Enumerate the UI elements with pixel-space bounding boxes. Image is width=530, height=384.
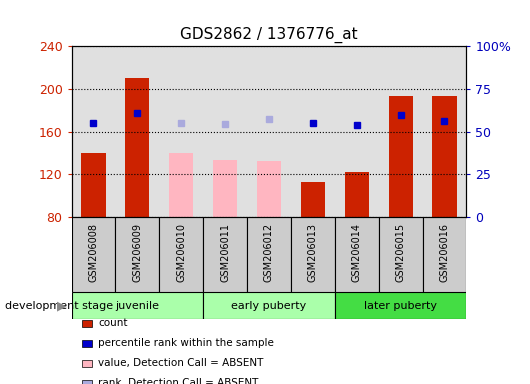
- Text: GSM206012: GSM206012: [264, 223, 274, 282]
- Bar: [335, 46, 378, 217]
- Bar: [422, 217, 466, 292]
- Bar: [422, 46, 466, 217]
- Text: GSM206013: GSM206013: [308, 223, 318, 282]
- Bar: [116, 46, 160, 217]
- Bar: [247, 217, 291, 292]
- Text: ▶: ▶: [57, 299, 66, 312]
- Text: development stage: development stage: [5, 301, 113, 311]
- Bar: [72, 46, 116, 217]
- Text: GSM206011: GSM206011: [220, 223, 230, 282]
- Text: later puberty: later puberty: [364, 301, 437, 311]
- Text: juvenile: juvenile: [116, 301, 160, 311]
- Bar: [388, 96, 413, 217]
- Bar: [301, 182, 325, 217]
- Text: GSM206010: GSM206010: [176, 223, 186, 282]
- Text: rank, Detection Call = ABSENT: rank, Detection Call = ABSENT: [98, 378, 259, 384]
- Bar: [116, 217, 160, 292]
- Bar: [160, 217, 203, 292]
- Bar: [72, 217, 116, 292]
- Bar: [378, 46, 422, 217]
- Bar: [335, 292, 466, 319]
- Bar: [378, 217, 422, 292]
- Bar: [82, 153, 105, 217]
- Bar: [160, 46, 203, 217]
- Bar: [125, 78, 149, 217]
- Text: GSM206009: GSM206009: [132, 223, 143, 282]
- Bar: [432, 96, 456, 217]
- Text: GSM206015: GSM206015: [395, 223, 405, 282]
- Text: percentile rank within the sample: percentile rank within the sample: [98, 338, 274, 348]
- Bar: [291, 217, 335, 292]
- Bar: [72, 292, 203, 319]
- Bar: [257, 161, 281, 217]
- Bar: [291, 46, 335, 217]
- Text: value, Detection Call = ABSENT: value, Detection Call = ABSENT: [98, 358, 263, 368]
- Bar: [169, 153, 193, 217]
- Bar: [247, 46, 291, 217]
- Bar: [335, 217, 378, 292]
- Text: GSM206008: GSM206008: [89, 223, 99, 282]
- Text: count: count: [98, 318, 128, 328]
- Title: GDS2862 / 1376776_at: GDS2862 / 1376776_at: [180, 27, 358, 43]
- Text: early puberty: early puberty: [232, 301, 306, 311]
- Bar: [213, 161, 237, 217]
- Bar: [203, 217, 247, 292]
- Text: GSM206016: GSM206016: [439, 223, 449, 282]
- Bar: [203, 292, 335, 319]
- Text: GSM206014: GSM206014: [352, 223, 361, 282]
- Bar: [344, 172, 369, 217]
- Bar: [203, 46, 247, 217]
